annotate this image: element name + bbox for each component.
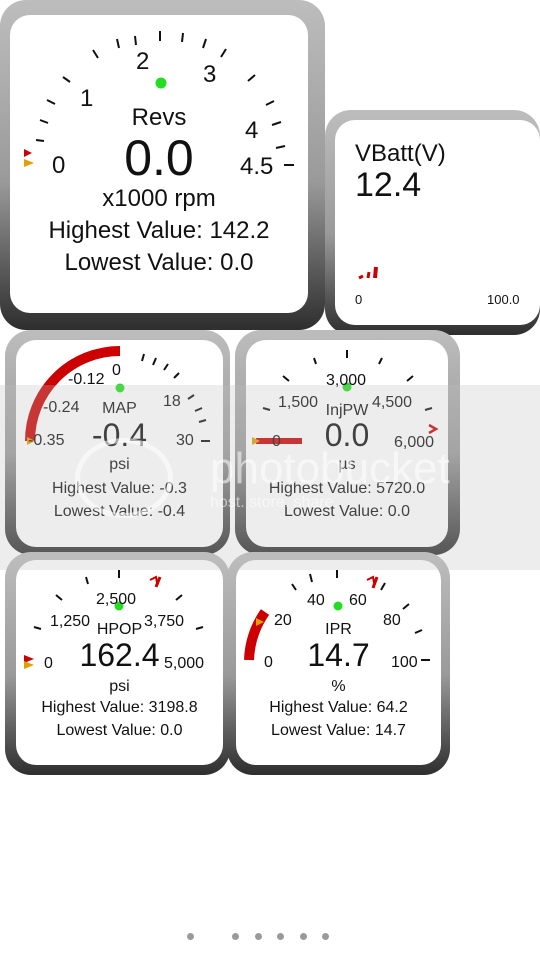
ipr-unit: % — [331, 678, 346, 695]
hpop-unit: psi — [109, 678, 130, 695]
revs-scale-max: 4.5 — [240, 153, 274, 180]
injpw-scale-1500: 1,500 — [278, 394, 319, 411]
map-dial — [25, 346, 210, 445]
vbatt-value: 12.4 — [355, 166, 422, 204]
vbatt-bar-indicator — [358, 266, 378, 280]
map-scale-max: 30 — [176, 432, 194, 449]
ipr-scale-0: 0 — [264, 654, 273, 671]
injpw-dial — [252, 350, 439, 445]
revs-gauge-face: 0 1 2 3 4 4.5 Revs 0.0 x1000 rpm Highest… — [10, 15, 308, 313]
ipr-dial — [244, 570, 430, 661]
page-dot[interactable] — [322, 933, 329, 940]
vbatt-min: 0 — [355, 292, 363, 307]
map-lowest: Lowest Value: -0.4 — [53, 503, 186, 520]
ipr-gauge-face: 0 20 40 60 80 100 IPR 14.7 % Highest Val… — [236, 560, 441, 765]
revs-scale-3: 3 — [203, 61, 217, 88]
page-dot[interactable] — [255, 933, 262, 940]
map-scale-18: 18 — [163, 393, 181, 410]
map-label: MAP — [102, 400, 137, 417]
revs-dial — [24, 31, 294, 167]
ipr-value: 14.7 — [307, 637, 370, 673]
map-gauge-face: -0.35 -0.24 -0.12 0 18 30 MAP -0.4 psi H… — [16, 340, 223, 547]
ipr-scale-max: 100 — [391, 654, 418, 671]
ipr-scale-20: 20 — [274, 612, 292, 629]
ipr-lowest: Lowest Value: 14.7 — [271, 722, 406, 739]
revs-unit: x1000 rpm — [102, 185, 216, 212]
map-highest: Highest Value: -0.3 — [52, 480, 187, 497]
hpop-highest: Highest Value: 3198.8 — [41, 699, 198, 716]
injpw-scale-3000: 3,000 — [326, 372, 367, 389]
hpop-scale-3750: 3,750 — [144, 613, 185, 630]
hpop-gauge-face: 0 1,250 2,500 3,750 5,000 HPOP 162.4 psi… — [16, 560, 223, 765]
vbatt-gauge[interactable]: VBatt(V) 12.4 0 100.0 — [325, 110, 540, 335]
injpw-scale-4500: 4,500 — [372, 394, 413, 411]
injpw-unit: µs — [338, 456, 356, 473]
injpw-highest: Highest Value: 5720.0 — [268, 480, 426, 497]
hpop-scale-1250: 1,250 — [50, 613, 91, 630]
vbatt-gauge-face: VBatt(V) 12.4 0 100.0 — [335, 120, 540, 325]
revs-scale-2: 2 — [136, 48, 150, 75]
hpop-lowest: Lowest Value: 0.0 — [56, 722, 183, 739]
revs-gauge[interactable]: 0 1 2 3 4 4.5 Revs 0.0 x1000 rpm Highest… — [0, 0, 325, 330]
hpop-scale-2500: 2,500 — [96, 591, 137, 608]
injpw-gauge-face: 0 1,500 3,000 4,500 6,000 InjPW 0.0 µs H… — [246, 340, 448, 547]
revs-scale-0: 0 — [52, 152, 66, 179]
ipr-gauge[interactable]: 0 20 40 60 80 100 IPR 14.7 % Highest Val… — [227, 552, 450, 775]
page-dot[interactable] — [187, 933, 194, 940]
map-gauge[interactable]: -0.35 -0.24 -0.12 0 18 30 MAP -0.4 psi H… — [5, 330, 230, 555]
hpop-scale-0: 0 — [44, 655, 53, 672]
revs-label: Revs — [131, 104, 187, 131]
map-scale-0: 0 — [112, 362, 121, 379]
map-scale-024: -0.24 — [43, 399, 80, 416]
injpw-gauge[interactable]: 0 1,500 3,000 4,500 6,000 InjPW 0.0 µs H… — [235, 330, 460, 555]
revs-scale-1: 1 — [80, 85, 94, 112]
injpw-scale-0: 0 — [272, 433, 281, 450]
page-dot[interactable] — [232, 933, 239, 940]
page-dot[interactable] — [300, 933, 307, 940]
page-dot[interactable] — [277, 933, 284, 940]
injpw-scale-max: 6,000 — [394, 434, 435, 451]
ipr-highest: Highest Value: 64.2 — [269, 699, 408, 716]
map-scale-min: -0.35 — [28, 432, 65, 449]
hpop-gauge[interactable]: 0 1,250 2,500 3,750 5,000 HPOP 162.4 psi… — [5, 552, 230, 775]
ipr-scale-80: 80 — [383, 612, 401, 629]
ipr-scale-60: 60 — [349, 592, 367, 609]
revs-value: 0.0 — [124, 130, 194, 186]
hpop-label: HPOP — [96, 621, 143, 638]
map-scale-012: -0.12 — [68, 371, 105, 388]
map-unit: psi — [109, 456, 130, 473]
hpop-dial — [24, 570, 204, 669]
revs-lowest: Lowest Value: 0.0 — [64, 249, 254, 276]
revs-highest: Highest Value: 142.2 — [48, 217, 270, 244]
injpw-label: InjPW — [325, 402, 369, 419]
injpw-value: 0.0 — [324, 417, 370, 453]
ipr-scale-40: 40 — [307, 592, 325, 609]
revs-scale-4: 4 — [245, 117, 259, 144]
vbatt-max: 100.0 — [487, 292, 520, 307]
vbatt-label: VBatt(V) — [355, 140, 446, 167]
map-value: -0.4 — [91, 417, 148, 453]
hpop-scale-max: 5,000 — [164, 655, 205, 672]
injpw-lowest: Lowest Value: 0.0 — [283, 503, 410, 520]
hpop-value: 162.4 — [79, 637, 160, 673]
ipr-label: IPR — [325, 621, 352, 638]
